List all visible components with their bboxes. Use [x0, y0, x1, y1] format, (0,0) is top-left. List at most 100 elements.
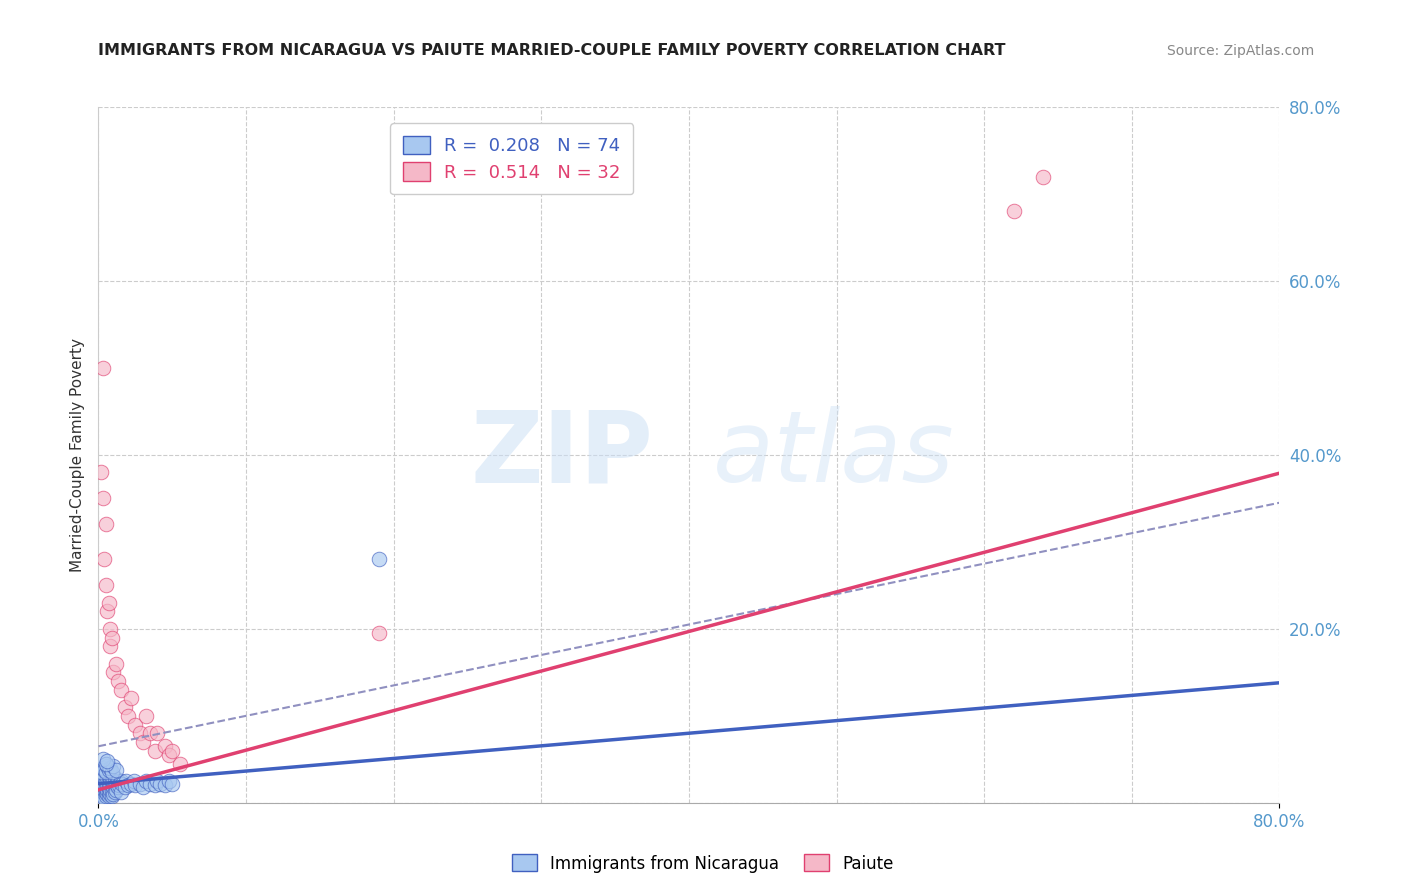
Point	[120, 777, 142, 791]
Point	[93, 780, 115, 794]
Point	[98, 782, 121, 797]
Point	[104, 778, 127, 792]
Point	[94, 774, 117, 789]
Point	[103, 780, 125, 794]
Point	[94, 789, 117, 803]
Point	[103, 665, 125, 680]
Point	[132, 735, 155, 749]
Point	[93, 552, 115, 566]
Point	[91, 360, 114, 375]
Point	[96, 782, 118, 797]
Point	[139, 777, 162, 791]
Point	[120, 691, 142, 706]
Text: atlas: atlas	[713, 407, 955, 503]
Text: ZIP: ZIP	[471, 407, 654, 503]
Point	[96, 772, 118, 786]
Point	[94, 756, 117, 771]
Point	[93, 770, 115, 784]
Point	[105, 777, 128, 791]
Point	[94, 578, 117, 592]
Point	[97, 770, 120, 784]
Point	[96, 759, 118, 773]
Point	[97, 763, 120, 777]
Point	[1002, 204, 1025, 219]
Point	[96, 605, 118, 619]
Text: IMMIGRANTS FROM NICARAGUA VS PAIUTE MARRIED-COUPLE FAMILY POVERTY CORRELATION CH: IMMIGRANTS FROM NICARAGUA VS PAIUTE MARR…	[98, 43, 1005, 58]
Point	[128, 726, 150, 740]
Point	[122, 774, 145, 789]
Point	[124, 717, 146, 731]
Point	[104, 785, 127, 799]
Point	[143, 778, 166, 792]
Point	[368, 626, 391, 640]
Point	[108, 778, 131, 792]
Point	[117, 708, 139, 723]
Point	[97, 780, 120, 794]
Point	[97, 777, 120, 791]
Point	[98, 639, 121, 653]
Point	[97, 785, 120, 799]
Point	[100, 631, 122, 645]
Point	[97, 596, 120, 610]
Point	[94, 765, 117, 780]
Point	[96, 787, 118, 801]
Point	[91, 752, 114, 766]
Point	[103, 787, 125, 801]
Point	[107, 780, 129, 794]
Point	[91, 785, 114, 799]
Point	[94, 785, 117, 799]
Point	[105, 782, 128, 797]
Point	[103, 759, 125, 773]
Point	[1032, 169, 1054, 184]
Point	[100, 774, 122, 789]
Point	[110, 774, 132, 789]
Point	[107, 774, 129, 789]
Point	[105, 763, 128, 777]
Point	[93, 777, 115, 791]
Point	[107, 674, 129, 689]
Point	[139, 726, 162, 740]
Point	[93, 791, 115, 805]
Point	[96, 754, 118, 768]
Point	[98, 622, 121, 636]
Point	[93, 763, 115, 777]
Point	[157, 747, 180, 762]
Point	[94, 780, 117, 794]
Point	[149, 777, 172, 791]
Point	[115, 774, 138, 789]
Point	[162, 777, 183, 791]
Point	[128, 777, 150, 791]
Point	[90, 765, 112, 780]
Point	[96, 778, 118, 792]
Point	[100, 765, 122, 780]
Legend: Immigrants from Nicaragua, Paiute: Immigrants from Nicaragua, Paiute	[505, 847, 901, 880]
Point	[114, 700, 136, 714]
Text: Source: ZipAtlas.com: Source: ZipAtlas.com	[1167, 44, 1315, 58]
Point	[114, 780, 136, 794]
Point	[132, 780, 155, 794]
Point	[94, 517, 117, 532]
Point	[90, 466, 112, 480]
Point	[162, 744, 183, 758]
Point	[100, 778, 122, 792]
Point	[98, 787, 121, 801]
Point	[110, 682, 132, 697]
Point	[146, 726, 169, 740]
Point	[135, 708, 157, 723]
Point	[135, 774, 157, 789]
Point	[98, 761, 121, 775]
Point	[91, 782, 114, 797]
Point	[100, 782, 122, 797]
Point	[90, 787, 112, 801]
Point	[91, 761, 114, 775]
Point	[117, 778, 139, 792]
Point	[91, 491, 114, 506]
Point	[111, 777, 134, 791]
Point	[143, 744, 166, 758]
Point	[157, 774, 180, 789]
Point	[91, 778, 114, 792]
Point	[100, 789, 122, 803]
Point	[124, 778, 146, 792]
Legend: R =  0.208   N = 74, R =  0.514   N = 32: R = 0.208 N = 74, R = 0.514 N = 32	[391, 123, 633, 194]
Point	[146, 774, 169, 789]
